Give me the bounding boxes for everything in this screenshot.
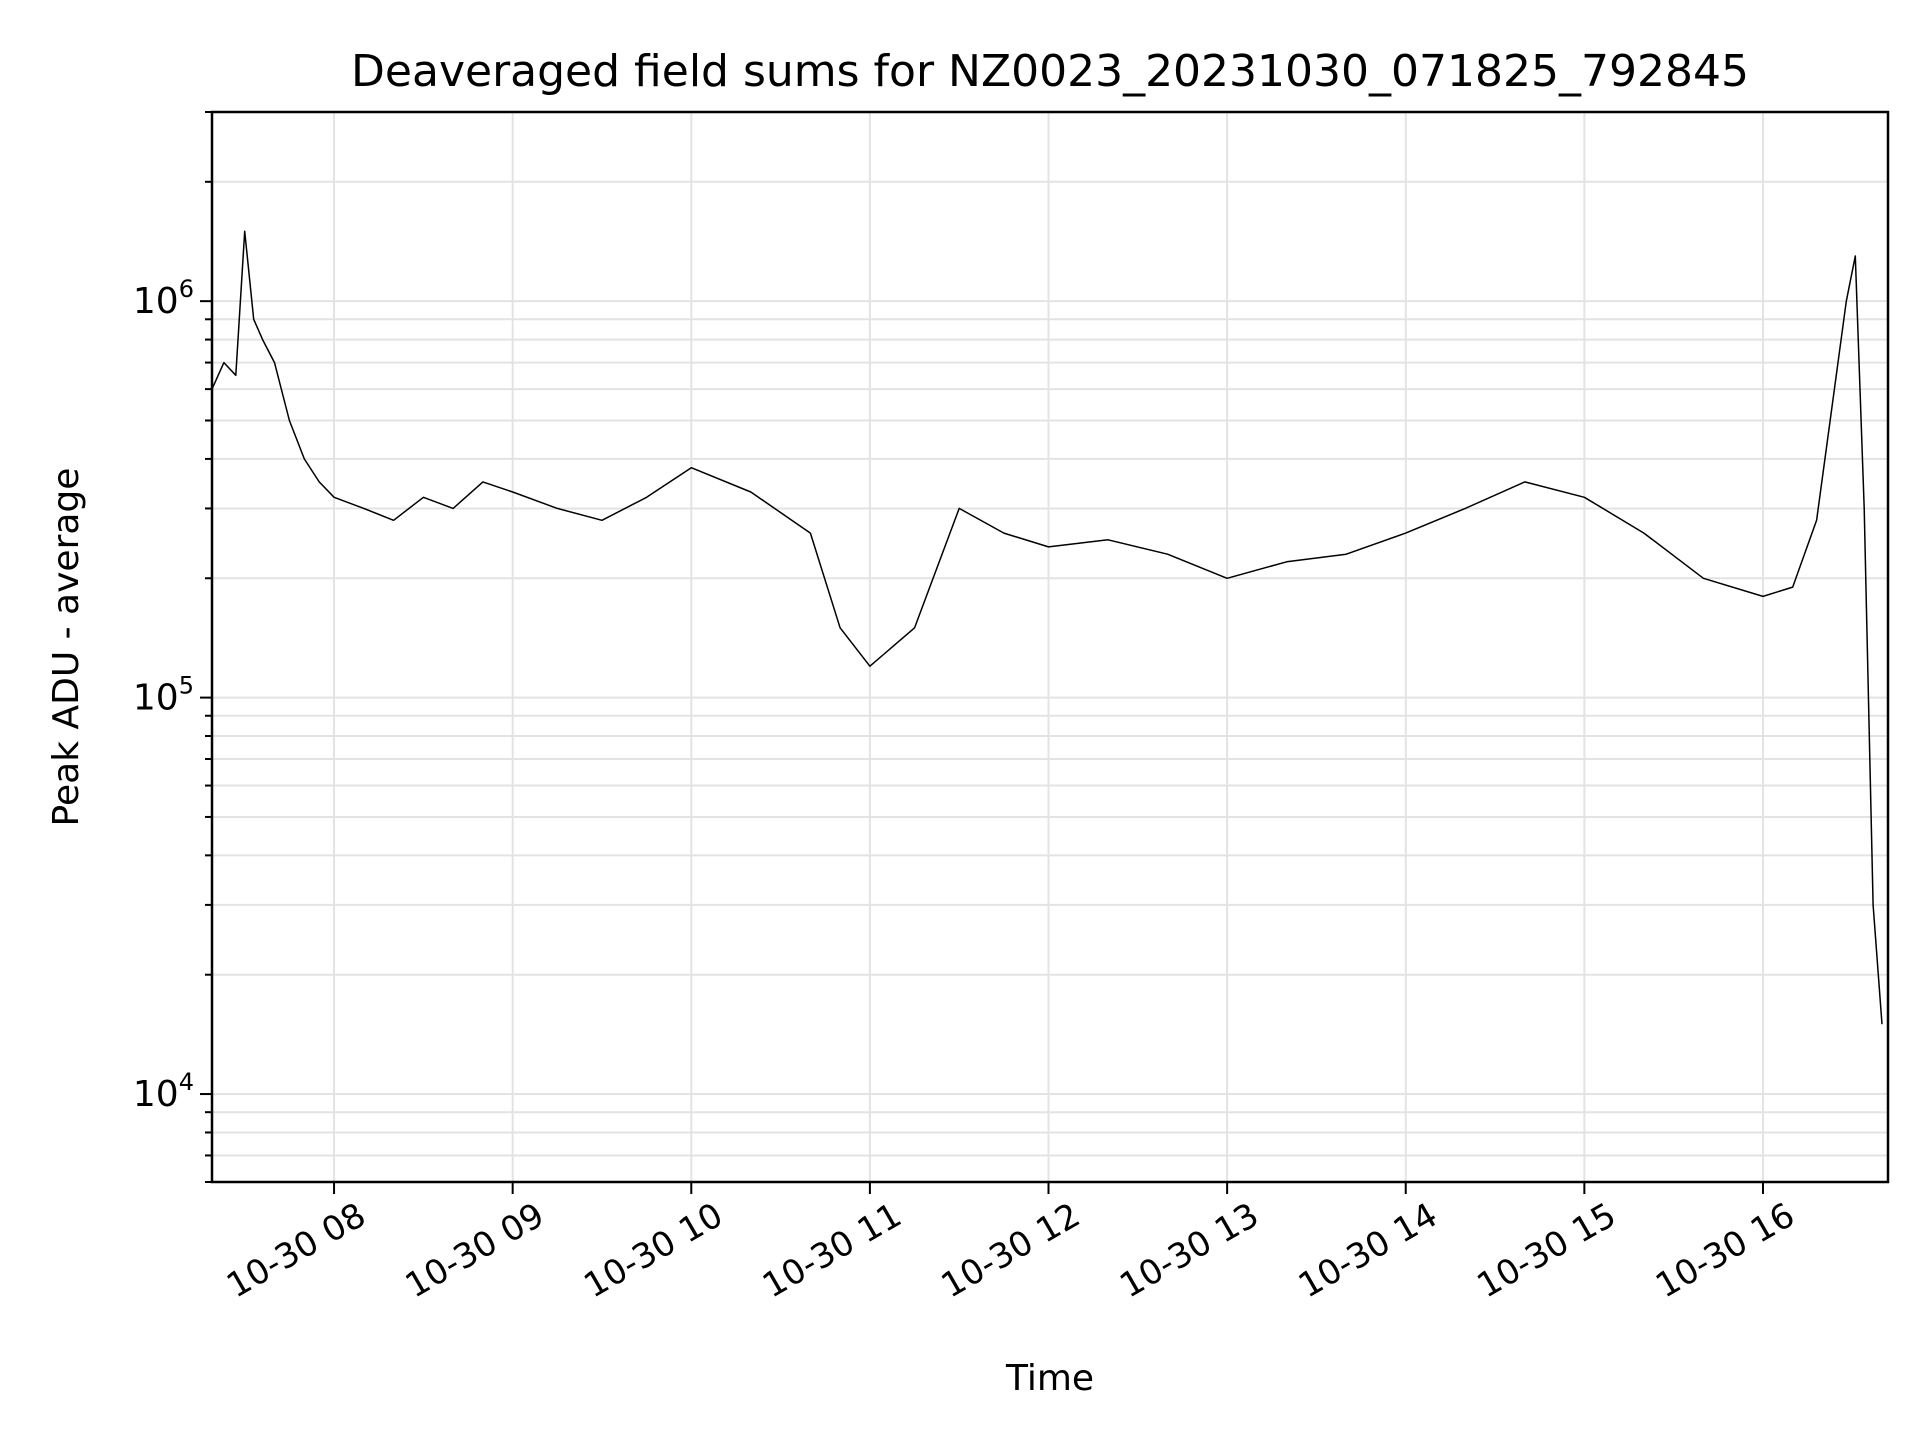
y-axis-label: Peak ADU - average — [46, 468, 87, 827]
y-tick-base: 10 — [133, 1074, 179, 1115]
y-tick-label: 105 — [133, 672, 194, 719]
plot-frame — [210, 110, 1890, 1184]
y-tick-exponent: 5 — [179, 672, 194, 700]
x-axis-label: Time — [1005, 1358, 1094, 1399]
chart-title: Deaveraged field sums for NZ0023_2023103… — [351, 46, 1749, 97]
y-tick-base: 10 — [133, 678, 179, 719]
y-tick-exponent: 4 — [179, 1068, 194, 1096]
series-layer — [211, 230, 1883, 1025]
y-tick-base: 10 — [133, 281, 179, 322]
y-tick-label: 104 — [133, 1068, 194, 1115]
series-line — [211, 230, 1883, 1025]
y-tick-label: 106 — [133, 275, 194, 322]
y-tick-exponent: 6 — [179, 275, 194, 303]
grid — [212, 111, 1888, 1183]
